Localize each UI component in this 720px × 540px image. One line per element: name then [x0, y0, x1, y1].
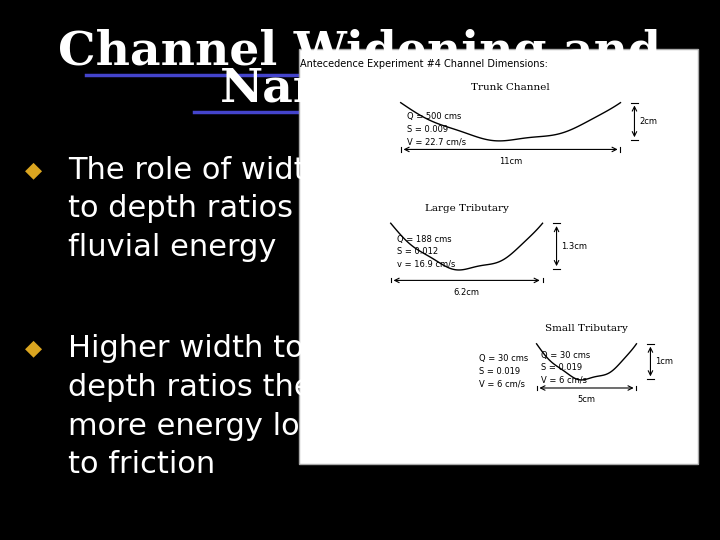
Text: 11cm: 11cm — [499, 157, 522, 166]
Text: Q = 30 cms
S = 0.019
V = 6 cm/s: Q = 30 cms S = 0.019 V = 6 cm/s — [479, 354, 528, 388]
Text: 1cm: 1cm — [655, 357, 673, 366]
Text: ◆: ◆ — [25, 160, 42, 180]
Text: to friction: to friction — [68, 450, 216, 480]
Text: Trunk Channel: Trunk Channel — [471, 83, 550, 92]
Text: 5cm: 5cm — [577, 395, 595, 404]
Text: Q = 30 cms
S = 0.019
V = 6 cm/s: Q = 30 cms S = 0.019 V = 6 cm/s — [541, 351, 590, 385]
Text: ◆: ◆ — [25, 338, 42, 359]
Text: to depth ratios in: to depth ratios in — [68, 194, 331, 224]
Text: Narrowing: Narrowing — [220, 66, 500, 112]
Text: Small Tributary: Small Tributary — [545, 325, 628, 333]
Text: Large Tributary: Large Tributary — [425, 204, 508, 213]
Text: fluvial energy: fluvial energy — [68, 233, 276, 262]
Bar — [299, 49, 698, 464]
Text: more energy loss: more energy loss — [68, 411, 332, 441]
Text: Channel Widening and: Channel Widening and — [58, 28, 662, 75]
Text: The role of width: The role of width — [68, 156, 325, 185]
Text: 1.3cm: 1.3cm — [562, 241, 588, 251]
Text: Antecedence Experiment #4 Channel Dimensions:: Antecedence Experiment #4 Channel Dimens… — [300, 59, 548, 69]
Text: depth ratios the: depth ratios the — [68, 373, 313, 402]
Text: Higher width to: Higher width to — [68, 334, 304, 363]
Text: Q = 188 cms
S = 0.012
v = 16.9 cm/s: Q = 188 cms S = 0.012 v = 16.9 cm/s — [397, 235, 455, 269]
Text: Q = 500 cms
S = 0.009
V = 22.7 cm/s: Q = 500 cms S = 0.009 V = 22.7 cm/s — [407, 112, 466, 146]
Text: 2cm: 2cm — [639, 117, 657, 126]
Text: 6.2cm: 6.2cm — [454, 288, 480, 297]
